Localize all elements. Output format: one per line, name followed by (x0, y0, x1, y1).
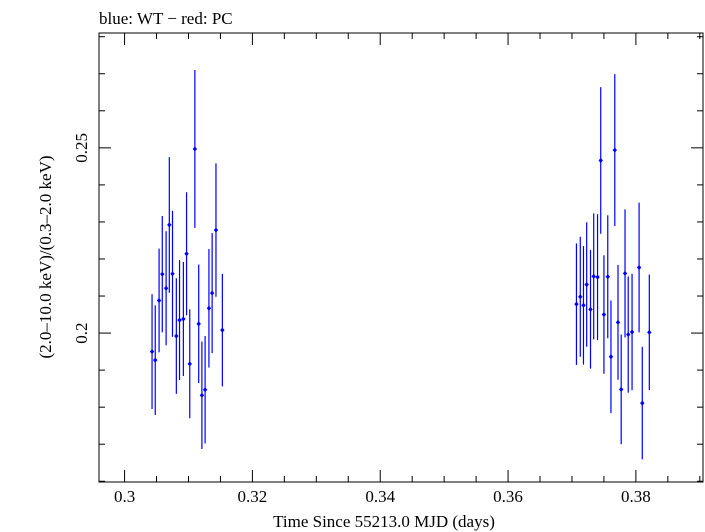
point-marker (153, 357, 158, 363)
data-point (209, 233, 215, 354)
point-marker (615, 319, 621, 325)
point-marker (187, 361, 192, 367)
y-axis-label: (2.0–10.0 keV)/(0.3–2.0 keV) (36, 155, 55, 358)
data-point (160, 216, 165, 333)
data-point (647, 274, 652, 391)
point-marker (626, 331, 631, 338)
data-point (174, 278, 179, 394)
data-point (578, 236, 583, 357)
point-marker (601, 311, 607, 318)
point-marker (574, 301, 579, 307)
data-point (615, 264, 621, 380)
data-point (196, 264, 201, 384)
point-marker (192, 146, 198, 152)
data-points (149, 70, 652, 460)
data-point (591, 213, 596, 340)
point-marker (163, 285, 169, 291)
point-marker (636, 264, 642, 271)
y-tick-label: 0.2 (72, 322, 91, 343)
x-axis-label: Time Since 55213.0 MJD (days) (273, 512, 495, 531)
data-point (622, 209, 628, 338)
point-marker (206, 305, 212, 311)
point-marker (156, 297, 162, 304)
point-marker (608, 354, 614, 360)
data-point (612, 74, 617, 227)
point-marker (591, 273, 596, 279)
data-point (636, 202, 642, 333)
data-point (608, 300, 614, 414)
point-marker (181, 316, 186, 322)
data-point (199, 341, 205, 450)
plot-frame (98, 32, 704, 483)
point-marker (167, 222, 172, 228)
data-point (213, 163, 219, 297)
x-tick-label: 0.32 (238, 487, 268, 506)
point-marker (584, 281, 589, 288)
point-marker (640, 400, 645, 406)
data-point (149, 294, 155, 410)
data-point (192, 70, 198, 228)
chart-title: blue: WT − red: PC (99, 9, 233, 28)
x-tick-label: 0.3 (114, 487, 135, 506)
data-point (167, 157, 172, 293)
point-marker (196, 321, 201, 327)
data-point (595, 214, 600, 341)
data-point (588, 250, 593, 369)
point-marker (598, 157, 603, 164)
point-marker (149, 348, 155, 355)
data-point (598, 87, 603, 234)
x-tick-label: 0.38 (621, 487, 651, 506)
point-marker (612, 147, 617, 153)
data-point (170, 210, 175, 337)
point-marker (581, 302, 586, 308)
data-point (581, 246, 586, 365)
data-point (618, 334, 624, 445)
data-point (206, 248, 212, 368)
data-point (220, 273, 225, 387)
x-tick-label: 0.36 (493, 487, 523, 506)
x-axis-ticks: 0.3 0.32 0.34 0.36 0.38 (114, 33, 701, 506)
x-tick-label: 0.34 (365, 487, 395, 506)
point-marker (213, 227, 219, 233)
data-point (181, 261, 186, 377)
data-point (601, 255, 607, 374)
point-marker (622, 270, 628, 277)
data-point (163, 231, 169, 346)
point-marker (578, 294, 583, 300)
point-marker (605, 274, 610, 280)
data-point (184, 192, 189, 316)
point-marker (618, 386, 624, 392)
data-point (156, 248, 162, 353)
point-marker (174, 333, 179, 339)
data-point (177, 260, 182, 381)
data-point (574, 243, 579, 365)
data-point (584, 222, 589, 347)
point-marker (170, 271, 175, 277)
data-point (187, 309, 192, 419)
y-tick-label: 0.25 (72, 133, 91, 163)
data-point (605, 215, 610, 339)
point-marker (209, 290, 215, 296)
point-marker (199, 392, 205, 398)
y-axis-ticks: 0.2 0.25 (72, 36, 703, 482)
point-marker (177, 317, 182, 323)
point-marker (202, 387, 208, 393)
point-marker (220, 327, 225, 333)
point-marker (588, 306, 593, 312)
data-point (626, 276, 631, 393)
point-marker (629, 329, 635, 335)
data-point (202, 336, 208, 444)
data-point (629, 273, 635, 391)
point-marker (647, 329, 652, 335)
point-marker (595, 274, 600, 280)
point-marker (184, 251, 189, 257)
point-marker (160, 271, 165, 277)
data-point (153, 305, 158, 415)
data-point (640, 346, 645, 460)
